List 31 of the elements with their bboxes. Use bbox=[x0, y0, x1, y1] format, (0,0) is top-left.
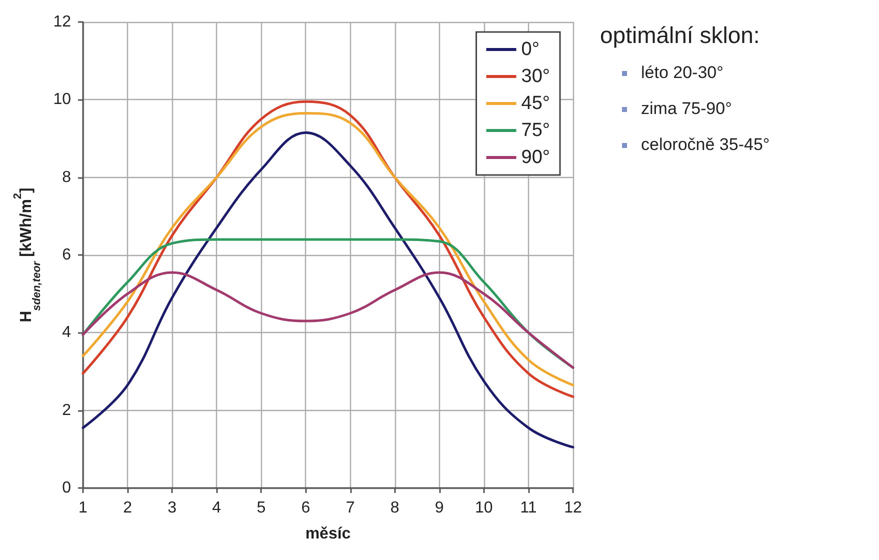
y-tick-label: 2 bbox=[62, 402, 72, 419]
legend-label: 0° bbox=[521, 39, 540, 60]
x-tick-label: 11 bbox=[520, 500, 537, 516]
text: celoročně 35-45° bbox=[641, 135, 770, 155]
x-tick-label: 4 bbox=[212, 500, 222, 516]
x-tick-label: 5 bbox=[256, 500, 266, 516]
text: optimální sklon: bbox=[600, 22, 761, 49]
line-series bbox=[82, 271, 574, 369]
x-tick-label: 9 bbox=[434, 500, 444, 516]
x-tick-label: 2 bbox=[123, 500, 132, 516]
y-tick-label: 4 bbox=[62, 324, 72, 342]
y-tick-label: 0 bbox=[62, 480, 72, 496]
y-axis-title: Hsden,teor [kWh/m2] bbox=[12, 188, 43, 322]
x-tick-label: 6 bbox=[301, 500, 310, 516]
x-tick-label: 12 bbox=[564, 500, 582, 516]
y-tick-label: 6 bbox=[62, 246, 72, 264]
legend-label: 30° bbox=[521, 66, 550, 87]
text: zima 75-90° bbox=[641, 99, 732, 119]
text: léto 20-30° bbox=[641, 63, 724, 83]
x-tick-label: 7 bbox=[346, 500, 355, 516]
x-axis-title: měsíc bbox=[305, 526, 351, 542]
x-tick-label: 3 bbox=[168, 500, 177, 516]
legend-label: 75° bbox=[521, 120, 550, 141]
legend-label: 90° bbox=[521, 147, 550, 168]
y-tick-label: 10 bbox=[53, 91, 72, 108]
y-tick-label: 8 bbox=[62, 168, 72, 186]
x-tick-label: 8 bbox=[390, 500, 400, 516]
y-tick-label: 12 bbox=[53, 14, 72, 30]
x-tick-label: 1 bbox=[78, 500, 88, 516]
x-tick-label: 10 bbox=[475, 500, 493, 516]
legend-label: 45° bbox=[521, 93, 550, 114]
